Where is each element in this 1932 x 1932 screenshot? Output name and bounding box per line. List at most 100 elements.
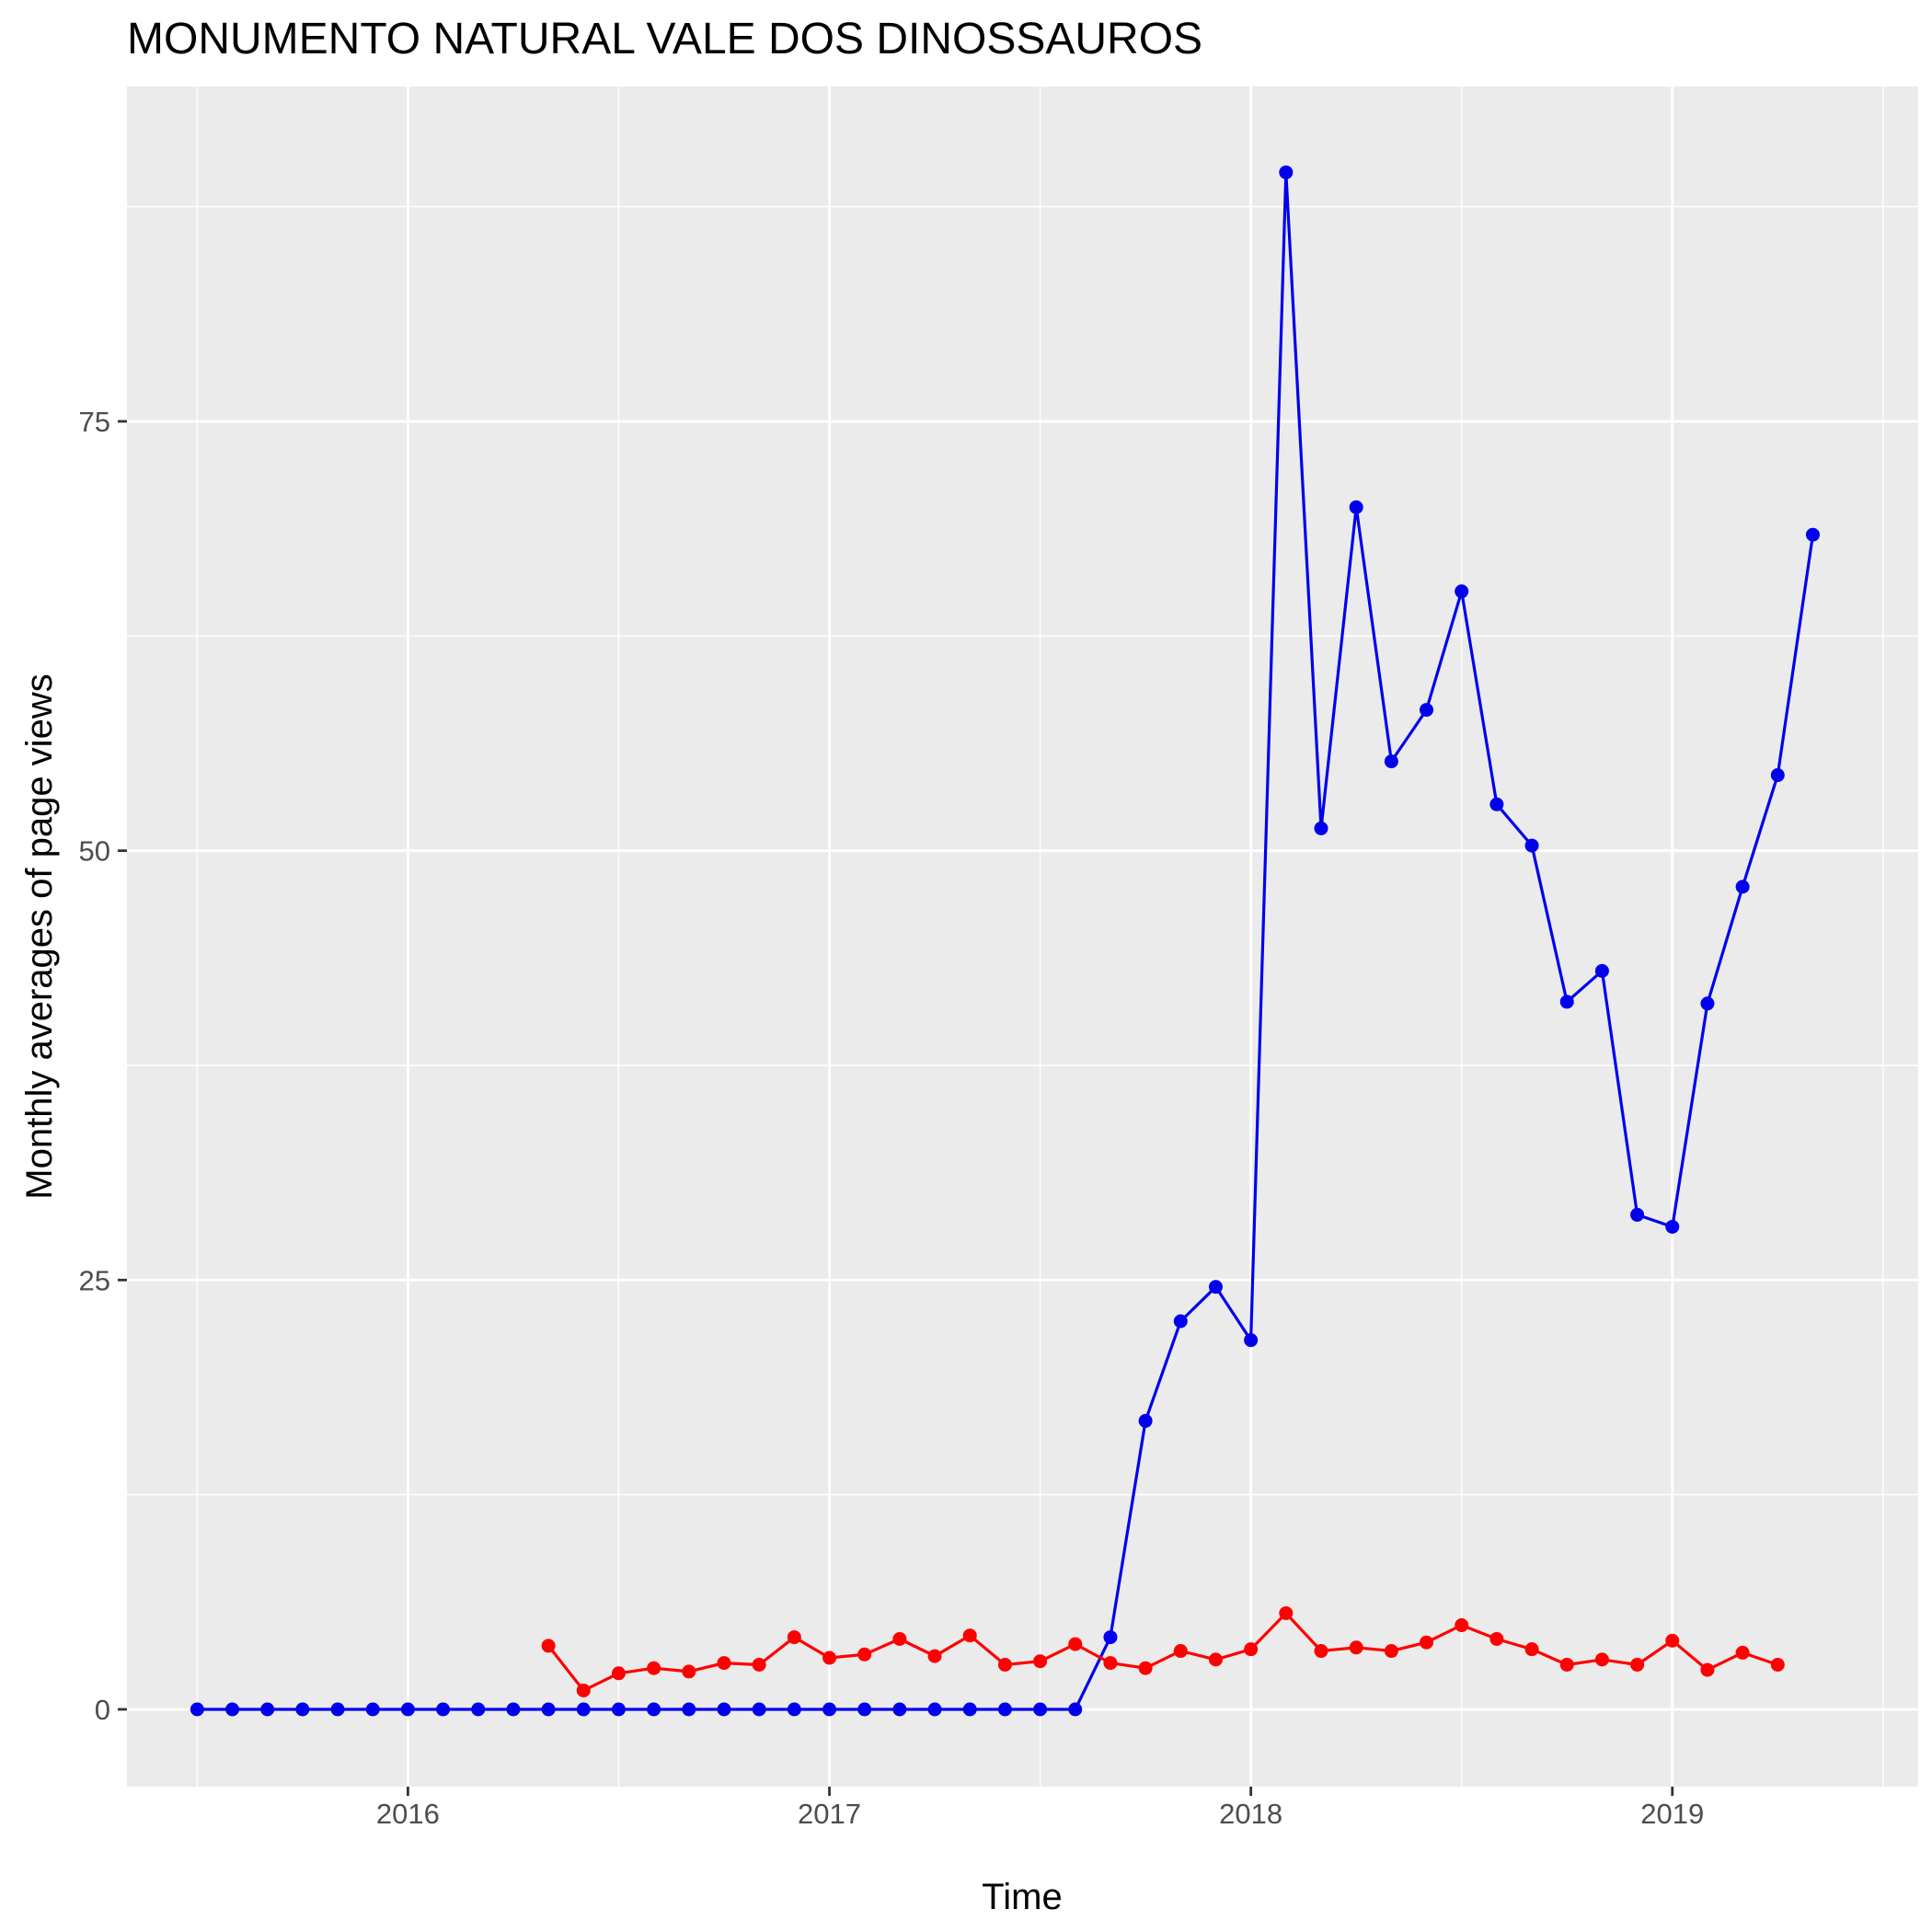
y-axis: 0 25 50 75: [79, 406, 127, 1726]
data-point: [1384, 1644, 1398, 1659]
data-point: [1314, 821, 1328, 835]
data-point: [1700, 996, 1715, 1011]
data-point: [927, 1702, 942, 1717]
x-tick-label: 2017: [798, 1798, 861, 1830]
data-point: [611, 1666, 626, 1681]
x-axis-title: Time: [982, 1877, 1062, 1917]
data-point: [1559, 995, 1574, 1009]
data-point: [1524, 1642, 1539, 1657]
data-point: [1420, 1635, 1434, 1650]
data-point: [752, 1657, 766, 1672]
data-point: [295, 1702, 310, 1717]
y-tick-label: 0: [95, 1694, 110, 1726]
data-point: [471, 1702, 486, 1717]
data-point: [1244, 1642, 1259, 1657]
data-point: [1103, 1656, 1118, 1671]
data-point: [1033, 1654, 1048, 1669]
data-point: [1244, 1333, 1259, 1348]
data-point: [1173, 1644, 1188, 1659]
series-layer: [190, 165, 1820, 1717]
data-point: [892, 1631, 907, 1646]
data-point: [1524, 838, 1539, 853]
data-point: [1279, 1605, 1294, 1620]
data-point: [1033, 1702, 1048, 1717]
data-point: [541, 1639, 556, 1653]
series-2: [541, 1605, 1785, 1697]
y-tick-label: 75: [79, 406, 110, 438]
data-point: [962, 1628, 977, 1643]
series-1: [190, 165, 1820, 1717]
data-point: [997, 1702, 1012, 1717]
data-point: [1630, 1657, 1645, 1672]
data-point: [1665, 1633, 1680, 1648]
x-axis: 2016 2017 2018 2019: [376, 1787, 1704, 1830]
x-tick-label: 2018: [1219, 1798, 1282, 1830]
data-point: [1208, 1280, 1223, 1294]
data-point: [365, 1702, 380, 1717]
data-point: [225, 1702, 240, 1717]
data-point: [717, 1702, 731, 1717]
data-point: [260, 1702, 275, 1717]
data-point: [330, 1702, 345, 1717]
data-point: [400, 1702, 415, 1717]
data-point: [1138, 1661, 1153, 1675]
y-tick-label: 25: [79, 1264, 110, 1296]
data-point: [717, 1656, 731, 1671]
data-point: [1559, 1657, 1574, 1672]
data-point: [647, 1702, 661, 1717]
data-point: [1630, 1207, 1645, 1222]
data-point: [1665, 1219, 1680, 1234]
plot-panel: [127, 86, 1918, 1787]
data-point: [1700, 1662, 1715, 1677]
data-point: [1420, 703, 1434, 718]
data-point: [506, 1702, 521, 1717]
data-point: [1314, 1644, 1328, 1659]
data-point: [611, 1702, 626, 1717]
x-tick-label: 2016: [376, 1798, 440, 1830]
data-point: [1138, 1413, 1153, 1428]
y-axis-title: Monthly averages of page views: [19, 673, 60, 1199]
data-point: [1349, 1640, 1363, 1655]
data-point: [682, 1702, 696, 1717]
data-point: [1103, 1630, 1118, 1645]
data-point: [752, 1702, 766, 1717]
data-point: [1173, 1314, 1188, 1328]
data-point: [1208, 1652, 1223, 1667]
data-point: [1455, 584, 1469, 599]
data-point: [1068, 1637, 1083, 1651]
data-point: [1770, 1657, 1785, 1672]
data-point: [1455, 1618, 1469, 1633]
x-tick-label: 2019: [1640, 1798, 1704, 1830]
data-point: [822, 1650, 837, 1665]
data-point: [576, 1702, 591, 1717]
chart-title: MONUMENTO NATURAL VALE DOS DINOSSAUROS: [127, 15, 1202, 63]
data-point: [1770, 768, 1785, 783]
data-point: [1489, 797, 1504, 811]
data-point: [997, 1657, 1012, 1672]
data-point: [1068, 1702, 1083, 1717]
data-point: [1594, 963, 1609, 978]
data-point: [1594, 1652, 1609, 1667]
data-point: [1735, 1645, 1750, 1660]
data-point: [541, 1702, 556, 1717]
data-point: [576, 1683, 591, 1697]
data-point: [927, 1649, 942, 1663]
data-point: [857, 1647, 872, 1662]
data-point: [1489, 1631, 1504, 1646]
y-tick-label: 50: [79, 835, 110, 868]
data-point: [1349, 500, 1363, 514]
data-point: [892, 1702, 907, 1717]
major-gridlines: [127, 86, 1918, 1787]
data-point: [190, 1702, 204, 1717]
data-point: [822, 1702, 837, 1717]
data-point: [1805, 527, 1820, 542]
data-point: [857, 1702, 872, 1717]
minor-gridlines: [127, 86, 1918, 1787]
data-point: [787, 1630, 801, 1645]
data-point: [682, 1664, 696, 1679]
data-point: [647, 1661, 661, 1675]
data-point: [1279, 165, 1294, 179]
data-point: [962, 1702, 977, 1717]
data-point: [1735, 880, 1750, 894]
